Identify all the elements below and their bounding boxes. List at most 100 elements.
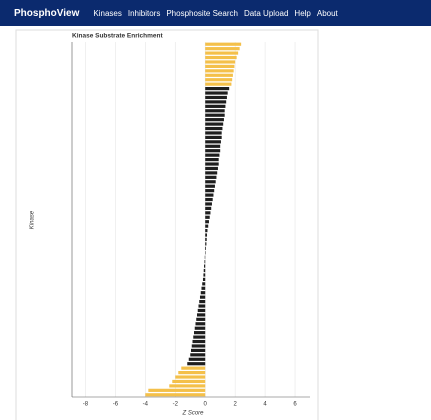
brand[interactable]: PhosphoView [14, 7, 80, 19]
bar [205, 220, 209, 224]
bar [193, 331, 206, 335]
bar [203, 273, 206, 277]
bar [205, 202, 212, 206]
bar [196, 317, 206, 321]
bar [205, 104, 226, 108]
bar [198, 304, 206, 308]
chart: Kinase Substrate Enrichment Z Score Kina… [15, 29, 319, 420]
x-tick-label: -6 [113, 402, 119, 408]
bar [205, 69, 234, 73]
bar [205, 171, 218, 175]
bar [205, 113, 225, 117]
bar [205, 224, 209, 228]
bar [205, 60, 236, 64]
bar [205, 47, 240, 51]
nav-link[interactable]: About [316, 8, 338, 18]
x-tick-label: -4 [143, 402, 149, 408]
bar [205, 162, 219, 166]
bar [205, 233, 208, 237]
bar [148, 388, 206, 392]
bar [202, 282, 206, 286]
bar [205, 180, 216, 184]
bar [205, 51, 239, 55]
nav-link[interactable]: Kinases [93, 8, 122, 18]
bar [205, 153, 220, 157]
bar [205, 95, 227, 100]
bar [205, 246, 206, 250]
x-tick-label: 2 [233, 402, 237, 408]
x-tick-label: -8 [83, 402, 89, 408]
bar [205, 193, 214, 197]
bar [205, 126, 223, 131]
panel [15, 29, 319, 420]
x-tick-label: 6 [293, 402, 297, 408]
bar [205, 206, 212, 211]
bar [205, 242, 207, 246]
bar [205, 140, 221, 144]
x-tick-label: 4 [263, 402, 267, 408]
bar [178, 370, 206, 375]
y-axis-label: Kinase [30, 210, 36, 229]
x-axis-label: Z Score [181, 411, 204, 417]
bar [169, 384, 206, 388]
bar [195, 322, 206, 326]
bar [205, 135, 222, 140]
bar [200, 291, 206, 295]
nav-link[interactable]: Data Upload [243, 8, 289, 18]
bar [205, 122, 224, 126]
bar [205, 109, 225, 113]
bar [205, 64, 235, 69]
bar [191, 348, 206, 353]
bar [201, 286, 206, 290]
bar [204, 260, 206, 264]
bar [204, 264, 206, 268]
bar [199, 295, 206, 299]
nav-link[interactable]: Inhibitors [127, 8, 161, 18]
bar [145, 393, 206, 397]
nav-link[interactable]: Help [294, 8, 311, 18]
bar [205, 184, 215, 188]
bar [205, 42, 242, 46]
bar [205, 197, 213, 202]
navbar: PhosphoView Kinases Inhibitors Phosphosi… [0, 0, 431, 26]
bar [205, 215, 210, 219]
chart-title: Kinase Substrate Enrichment [72, 33, 163, 40]
bar [193, 335, 206, 339]
bar [205, 189, 215, 193]
bar [205, 82, 232, 86]
bar [205, 100, 227, 104]
x-tick-label: -2 [173, 402, 179, 408]
bar [205, 157, 219, 162]
bar [197, 308, 206, 313]
bar [205, 166, 218, 171]
bar [205, 55, 237, 60]
bar [205, 175, 217, 179]
bar [196, 313, 206, 317]
bar [190, 353, 206, 357]
bar [205, 237, 207, 242]
bar [205, 86, 230, 91]
bar [205, 78, 233, 82]
bar [188, 357, 206, 361]
bar [205, 228, 208, 233]
x-tick-label: 0 [204, 402, 208, 408]
bar [181, 366, 206, 370]
bar [192, 339, 206, 344]
bar [175, 375, 206, 379]
bar [172, 379, 206, 384]
bar [205, 131, 222, 135]
nav-link[interactable]: Phosphosite Search [166, 8, 238, 18]
bar [205, 91, 228, 95]
bar [205, 144, 221, 148]
bar [205, 118, 224, 122]
bar [203, 268, 206, 273]
bar [191, 344, 206, 348]
bar [205, 211, 211, 215]
bar [205, 149, 221, 153]
bar [199, 299, 206, 304]
bar [194, 326, 206, 330]
bar [187, 362, 206, 366]
bar [202, 277, 206, 282]
bar [205, 73, 233, 77]
